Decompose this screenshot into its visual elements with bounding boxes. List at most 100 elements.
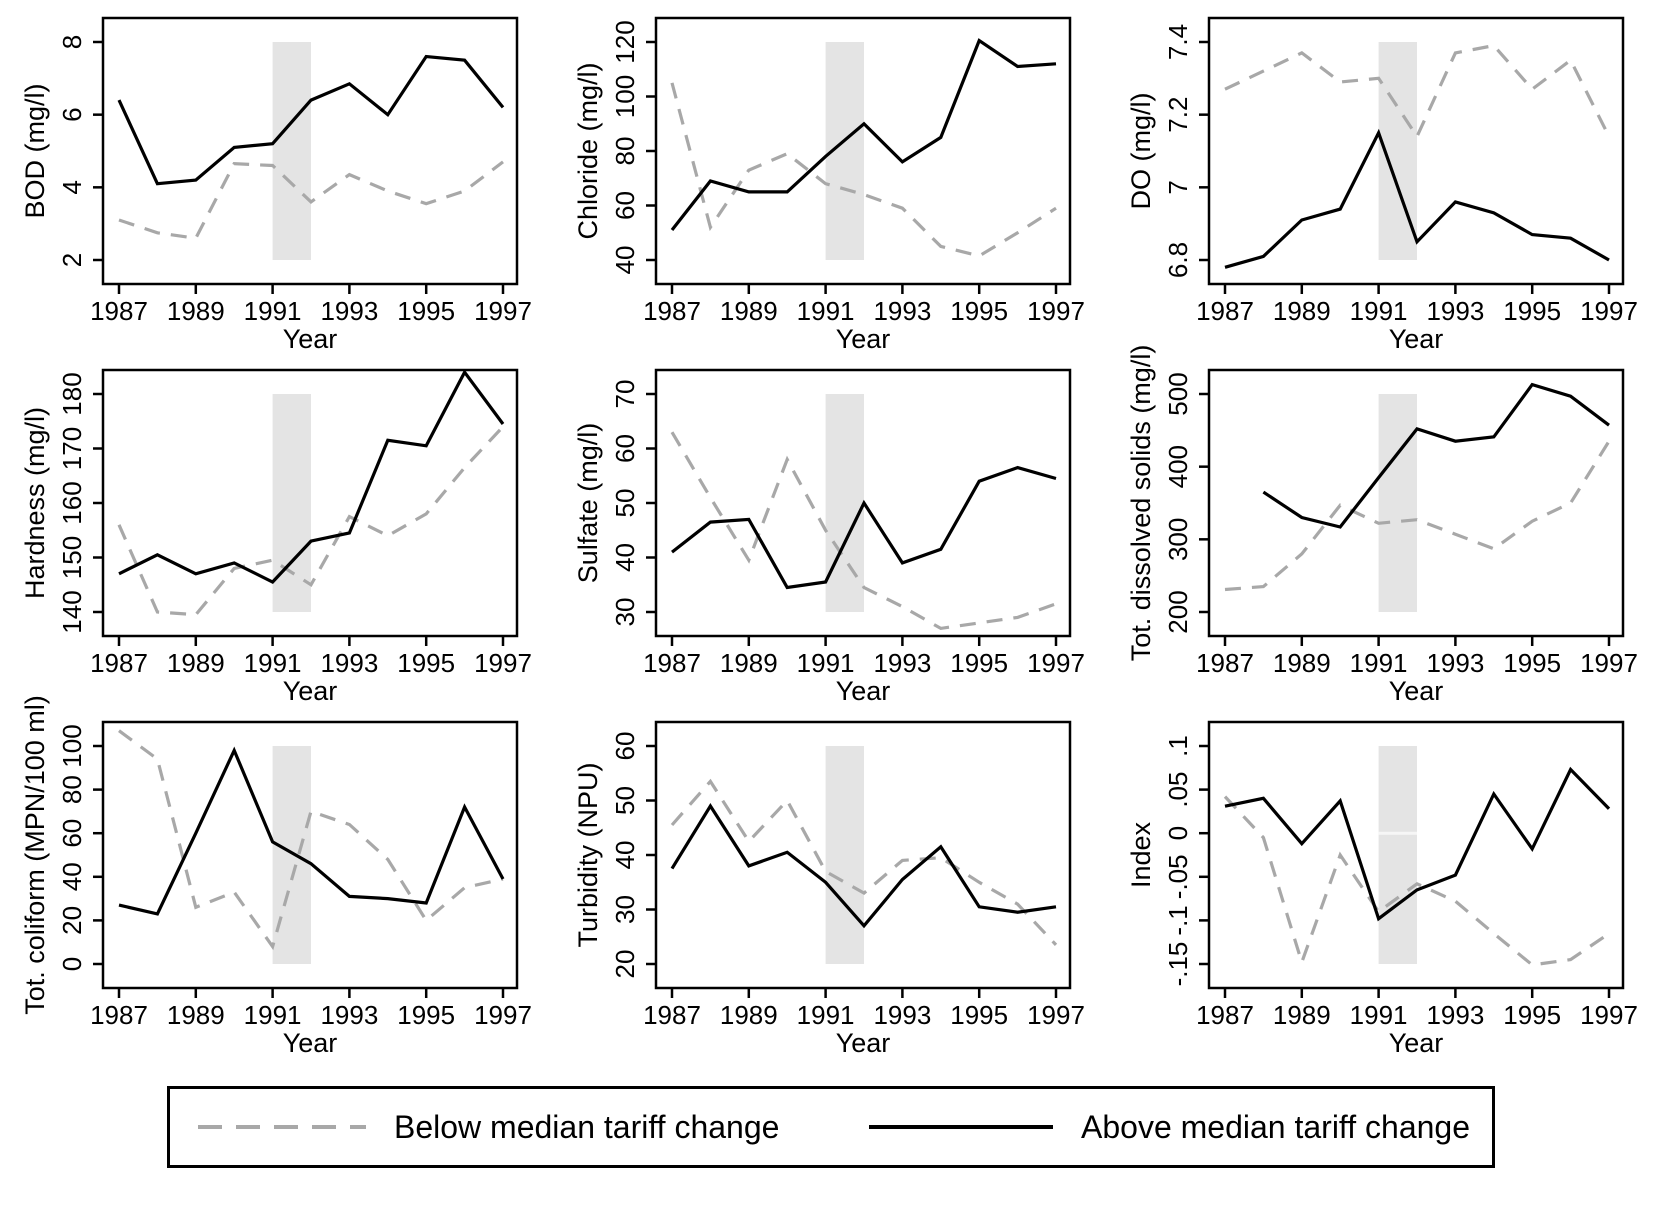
reform-period-band — [1378, 746, 1417, 964]
x-axis-title: Year — [836, 676, 891, 706]
x-tick-label: 1995 — [950, 648, 1008, 678]
y-tick-label: 7.4 — [1163, 24, 1193, 60]
y-tick-label: 30 — [610, 895, 640, 924]
x-tick-label: 1997 — [1027, 1000, 1085, 1030]
series-above-median-line — [1262, 382, 1610, 529]
series-above-median-line — [1224, 128, 1610, 269]
y-axis-title: Tot. coliform (MPN/100 ml) — [20, 695, 50, 1015]
reform-period-band — [825, 746, 864, 964]
chart-panel-chloride: 40 60 80 100 120 1987 1989 1991 1993 1995 1997 Year… — [553, 0, 1106, 354]
x-tick-label: 1993 — [320, 1000, 378, 1030]
x-tick-label: 1995 — [950, 296, 1008, 326]
y-tick-label: 170 — [57, 427, 87, 470]
x-tick-label: 1991 — [244, 1000, 302, 1030]
y-axis-title: Index — [1126, 821, 1156, 888]
x-tick-label: 1991 — [244, 648, 302, 678]
x-tick-label: 1991 — [244, 296, 302, 326]
x-axis-title: Year — [1389, 1028, 1444, 1058]
x-tick-label: 1995 — [1503, 296, 1561, 326]
x-tick-label: 1995 — [397, 1000, 455, 1030]
x-tick-label: 1995 — [397, 296, 455, 326]
y-tick-label: 160 — [57, 481, 87, 524]
chart-sulfate: 30 40 50 60 70 1987 1989 1991 1993 1995 1997 Year Su… — [573, 368, 1085, 706]
y-tick-label: 400 — [1163, 445, 1193, 488]
x-tick-label: 1991 — [1350, 296, 1408, 326]
reform-period-band — [272, 42, 311, 260]
x-tick-label: 1995 — [1503, 648, 1561, 678]
x-tick-label: 1991 — [1350, 648, 1408, 678]
legend-item-above: Above median tariff change — [821, 1109, 1492, 1146]
x-tick-label: 1987 — [1196, 296, 1254, 326]
x-axis-title: Year — [283, 324, 338, 354]
x-tick-label: 1997 — [1580, 648, 1638, 678]
y-tick-label: 6.8 — [1163, 242, 1193, 278]
x-tick-label: 1989 — [167, 296, 225, 326]
series-above-median-line — [1224, 766, 1611, 922]
y-tick-label: 40 — [610, 841, 640, 870]
x-tick-label: 1991 — [797, 296, 855, 326]
x-tick-label: 1993 — [1426, 648, 1484, 678]
x-tick-label: 1987 — [643, 648, 701, 678]
chart-tds: 200 300 400 500 1987 1989 1991 1993 1995 1997 Year… — [1126, 345, 1638, 706]
y-tick-label: .1 — [1163, 735, 1193, 757]
x-tick-label: 1997 — [474, 1000, 532, 1030]
x-axis-title: Year — [836, 1028, 891, 1058]
y-tick-label: 60 — [610, 434, 640, 463]
x-tick-label: 1987 — [1196, 1000, 1254, 1030]
chart-panel-do: 6.8 7 7.2 7.4 1987 1989 1991 1993 1995 1997 Year DO… — [1106, 0, 1659, 354]
chart-panel-tds: 200 300 400 500 1987 1989 1991 1993 1995 1997 Year… — [1106, 345, 1659, 706]
x-tick-label: 1989 — [720, 1000, 778, 1030]
x-tick-label: 1991 — [797, 1000, 855, 1030]
y-tick-label: 500 — [1163, 372, 1193, 415]
x-tick-label: 1987 — [1196, 648, 1254, 678]
y-tick-label: 8 — [57, 35, 87, 49]
series-below-median-line — [1224, 43, 1611, 140]
y-axis-title: Sulfate (mg/l) — [573, 423, 603, 584]
y-tick-label: 300 — [1163, 518, 1193, 561]
y-tick-label: 50 — [610, 489, 640, 518]
y-tick-label: 150 — [57, 536, 87, 579]
x-axis-title: Year — [1389, 676, 1444, 706]
x-axis-title: Year — [1389, 324, 1444, 354]
x-tick-label: 1987 — [643, 1000, 701, 1030]
y-tick-label: -.15 — [1163, 942, 1193, 987]
series-below-median-line — [1224, 440, 1611, 592]
y-axis-title: Chloride (mg/l) — [573, 62, 603, 239]
y-tick-label: 80 — [57, 775, 87, 804]
y-tick-label: 0 — [1163, 826, 1193, 840]
x-tick-label: 1993 — [1426, 296, 1484, 326]
x-tick-label: 1989 — [720, 648, 778, 678]
x-tick-label: 1989 — [1273, 296, 1331, 326]
x-tick-label: 1987 — [90, 1000, 148, 1030]
y-axis-title: Tot. dissolved solids (mg/l) — [1126, 345, 1156, 662]
series-below-median-line — [118, 160, 504, 240]
y-tick-label: -.05 — [1163, 854, 1193, 899]
y-tick-label: 7.2 — [1163, 97, 1193, 133]
chart-bod: 2 4 6 8 1987 1989 1991 1993 1995 1997 Year BOD (mg/… — [20, 16, 532, 354]
x-tick-label: 1993 — [873, 1000, 931, 1030]
x-tick-label: 1995 — [1503, 1000, 1561, 1030]
x-tick-label: 1997 — [1027, 648, 1085, 678]
y-tick-label: 30 — [610, 598, 640, 627]
x-tick-label: 1989 — [720, 296, 778, 326]
plot-border — [1207, 368, 1625, 638]
series-below-median-line — [1223, 795, 1610, 968]
y-tick-label: 180 — [57, 372, 87, 415]
x-tick-label: 1991 — [797, 648, 855, 678]
chart-panel-turbidity: 20 30 40 50 60 1987 1989 1991 1993 1995 1997 Year Tu… — [553, 704, 1106, 1058]
x-tick-label: 1995 — [950, 1000, 1008, 1030]
chart-coliform: 0 20 40 60 80 100 1987 1989 1991 1993 1995 1997 Year… — [20, 695, 532, 1058]
series-above-median-line — [117, 54, 505, 186]
chart-panel-coliform: 0 20 40 60 80 100 1987 1989 1991 1993 1995 1997 Year… — [0, 695, 553, 1058]
series-below-median-line — [117, 425, 505, 617]
chart-panel-index: -.15 -.1 -.05 0 .05 .1 1987 1989 1991 1993 1995 199… — [1106, 704, 1659, 1058]
legend-item-below: Below median tariff change — [170, 1109, 821, 1146]
x-tick-label: 1989 — [1273, 648, 1331, 678]
chart-hardness: 140 150 160 170 180 1987 1989 1991 1993 1995 1997 Y… — [20, 368, 532, 706]
plot-border — [101, 720, 519, 990]
y-tick-label: 0 — [57, 957, 87, 971]
y-tick-label: 20 — [610, 950, 640, 979]
y-axis-title: Turbidity (NPU) — [573, 762, 603, 947]
y-tick-label: 140 — [57, 590, 87, 633]
